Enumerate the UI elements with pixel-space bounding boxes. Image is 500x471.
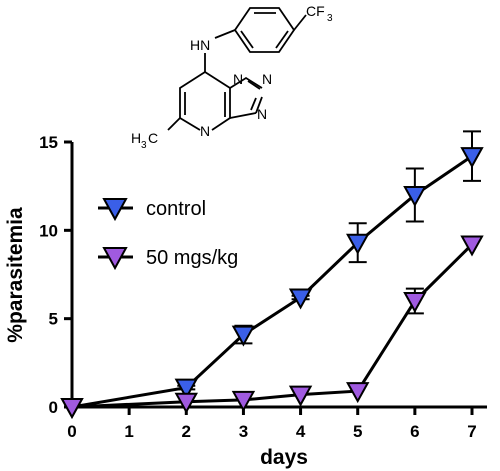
x-tick-label: 7 (467, 422, 476, 441)
methyl-label-h: H (131, 130, 141, 146)
data-marker (231, 390, 256, 412)
ring-nitrogen: N (200, 123, 210, 139)
data-marker (460, 147, 484, 169)
tick-group: 0 1 2 3 4 5 6 7 0 5 10 15 (39, 133, 477, 441)
triazole-bond (247, 80, 261, 90)
chemical-structure (167, 7, 307, 131)
chemical-labels: HN CF 3 H 3 C N N N N (131, 3, 333, 151)
data-marker (403, 292, 427, 314)
methyl-label-c: C (148, 130, 158, 146)
legend: control 50 mgs/kg (98, 198, 238, 271)
methyl-bond (167, 117, 181, 131)
x-tick-label: 4 (296, 422, 306, 441)
series-1 (60, 235, 484, 420)
y-tick-label: 0 (49, 398, 58, 417)
legend-marker-control (102, 198, 128, 222)
y-tick-label: 5 (49, 310, 58, 329)
data-marker (231, 325, 256, 347)
amine-bond (214, 29, 236, 39)
legend-label-treated: 50 mgs/kg (146, 247, 238, 269)
cf3-label: CF (306, 3, 325, 19)
x-tick-label: 2 (182, 422, 191, 441)
pyrimidine-ring (179, 71, 206, 131)
benzene-double-bond (240, 30, 254, 49)
x-axis-title: days (260, 446, 308, 469)
triazole-double-bond (250, 97, 257, 111)
series-line (71, 243, 474, 409)
data-marker (60, 398, 84, 420)
y-tick-label: 10 (39, 221, 58, 240)
x-tick-label: 0 (67, 422, 76, 441)
series-layer (60, 130, 484, 420)
pyrimidine-ring (204, 71, 231, 131)
ring-nitrogen: N (233, 71, 243, 87)
axes (70, 142, 487, 409)
x-tick-label: 6 (410, 422, 419, 441)
methyl-subscript: 3 (141, 140, 147, 151)
y-tick-label: 15 (39, 133, 58, 152)
benzene-ring (233, 7, 296, 53)
y-axis-title: %parasitemia (4, 207, 27, 343)
legend-marker-treated (102, 247, 128, 271)
x-tick-label: 1 (124, 422, 133, 441)
triazole-ring (229, 76, 263, 89)
series-0 (60, 130, 484, 420)
cf3-subscript: 3 (327, 13, 333, 24)
data-marker (174, 378, 198, 400)
legend-label-control: control (146, 198, 206, 220)
x-tick-label: 3 (239, 422, 248, 441)
cf3-bond (293, 14, 307, 31)
benzene-double-bond (275, 30, 289, 49)
data-marker (403, 186, 427, 208)
ring-nitrogen: N (257, 106, 267, 122)
data-marker (288, 288, 313, 310)
data-marker (460, 235, 484, 257)
ring-nitrogen: N (262, 71, 272, 87)
data-marker (346, 233, 370, 255)
triazole-ring (255, 96, 263, 114)
data-marker (174, 392, 198, 414)
data-marker (288, 385, 313, 407)
x-tick-label: 5 (353, 422, 362, 441)
triazole-ring (229, 112, 257, 119)
data-marker (346, 382, 370, 404)
amine-label: HN (190, 37, 210, 53)
